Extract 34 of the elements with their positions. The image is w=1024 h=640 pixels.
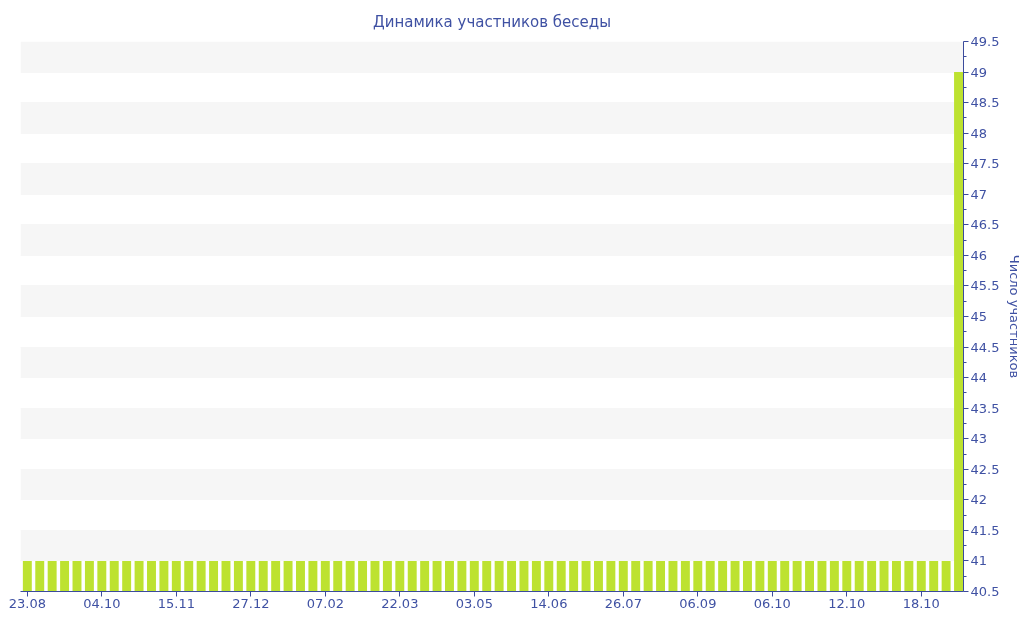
y-tick-label: 42: [970, 492, 988, 508]
y-tick-label: 41.5: [970, 522, 1000, 538]
x-tick-label: 06.09: [679, 595, 717, 611]
y-tick-label: 47: [970, 186, 988, 202]
x-tick-label: 07.02: [306, 595, 344, 611]
chart-title: Динамика участников беседы: [372, 13, 612, 31]
x-tick-label: 18.10: [902, 595, 940, 611]
y-tick-label: 46.5: [970, 217, 1000, 233]
y-tick-label: 41: [970, 553, 988, 569]
x-tick-label: 27.12: [232, 595, 270, 611]
x-tick-label: 26.07: [604, 595, 642, 611]
y-tick-label: 47.5: [970, 156, 1000, 172]
x-tick-label: 15.11: [157, 595, 195, 611]
x-tick-label: 22.03: [381, 595, 419, 611]
y-tick-label: 44.5: [970, 339, 1000, 355]
x-tick-label: 04.10: [83, 595, 121, 611]
y-tick-label: 45: [970, 309, 988, 324]
y-tick-label: 40.5: [970, 584, 1000, 599]
y-tick-label: 46: [970, 247, 988, 263]
y-axis-title: Число участников: [1007, 254, 1023, 379]
y-tick-label: 43: [970, 431, 988, 447]
x-tick-label: 12.10: [828, 595, 866, 611]
y-tick-label: 49.5: [970, 34, 1000, 49]
x-tick-label: 06.10: [753, 595, 791, 611]
y-tick-label: 45.5: [970, 278, 1000, 294]
x-tick-label: 14.06: [530, 595, 568, 611]
x-tick-label: 03.05: [455, 595, 493, 611]
y-tick-label: 42.5: [970, 461, 1000, 477]
y-tick-label: 44: [970, 370, 988, 386]
y-tick-label: 49: [970, 64, 988, 80]
y-tick-label: 43.5: [970, 400, 1000, 416]
y-tick-label: 48.5: [970, 95, 1000, 111]
x-tick-label: 23.08: [8, 595, 46, 611]
y-tick-label: 48: [970, 125, 988, 141]
